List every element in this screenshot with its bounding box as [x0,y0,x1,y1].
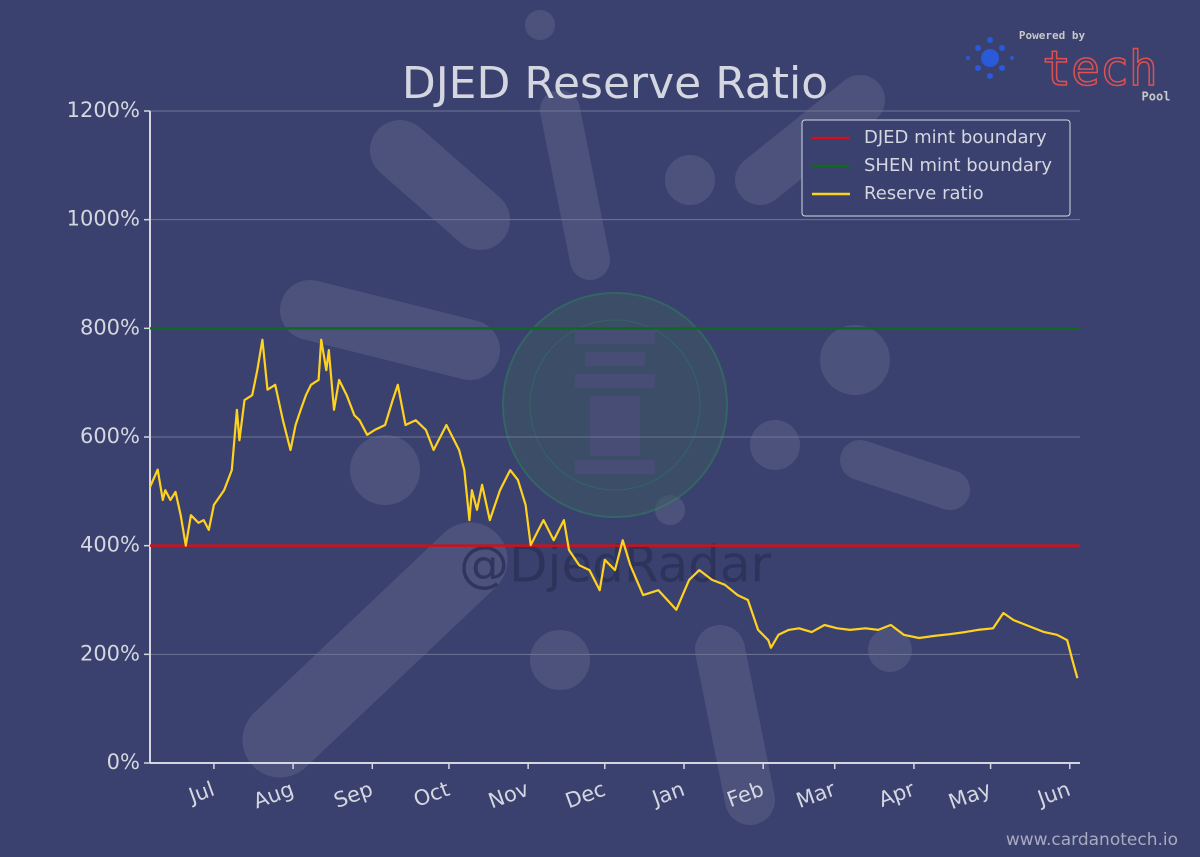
legend-label: SHEN mint boundary [864,155,1052,176]
y-tick-label: 1000% [67,207,140,231]
legend-box [801,119,1071,217]
chart-title: DJED Reserve Ratio [402,58,828,109]
legend-label: DJED mint boundary [864,127,1047,148]
y-tick-label: 0% [107,750,140,774]
center-logo [502,292,728,518]
pool: Pool [1142,90,1171,104]
y-tick-label: 200% [80,641,140,665]
y-tick-label: 600% [80,424,140,448]
url: www.cardanotech.io [1006,830,1178,850]
logo: tech [1042,41,1158,97]
y-tick-label: 800% [80,315,140,339]
series-line [148,338,1079,679]
y-tick-label: 1200% [67,98,140,122]
legend-label: Reserve ratio [864,183,984,204]
y-tick-label: 400% [80,533,140,557]
brand: Powered by tech Pool [966,29,1170,104]
powered-by: Powered by [1019,29,1086,42]
